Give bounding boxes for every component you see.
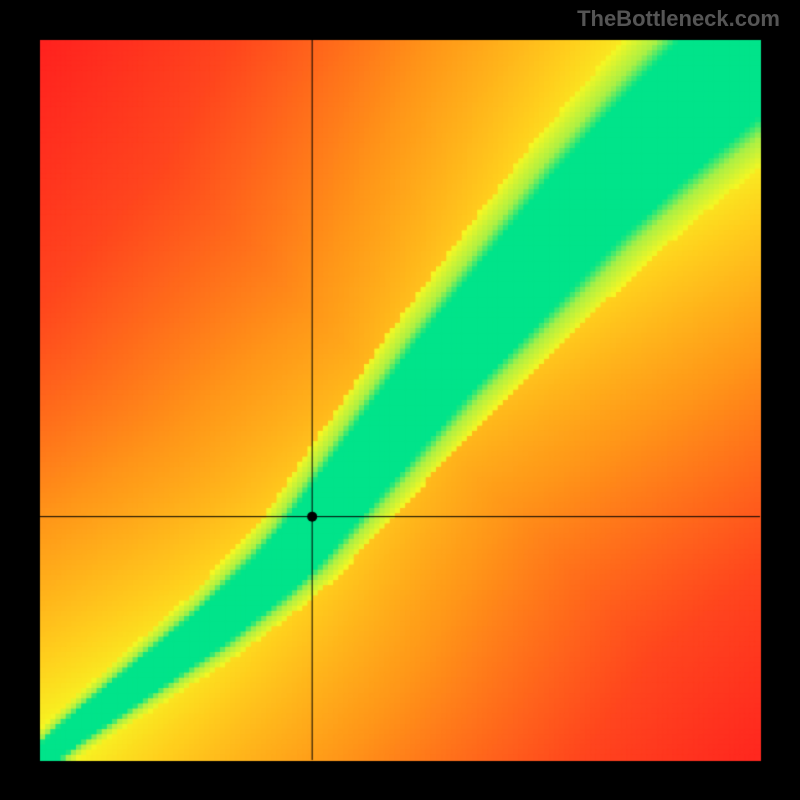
chart-container: TheBottleneck.com	[0, 0, 800, 800]
bottleneck-heatmap	[0, 0, 800, 800]
watermark-text: TheBottleneck.com	[577, 6, 780, 32]
